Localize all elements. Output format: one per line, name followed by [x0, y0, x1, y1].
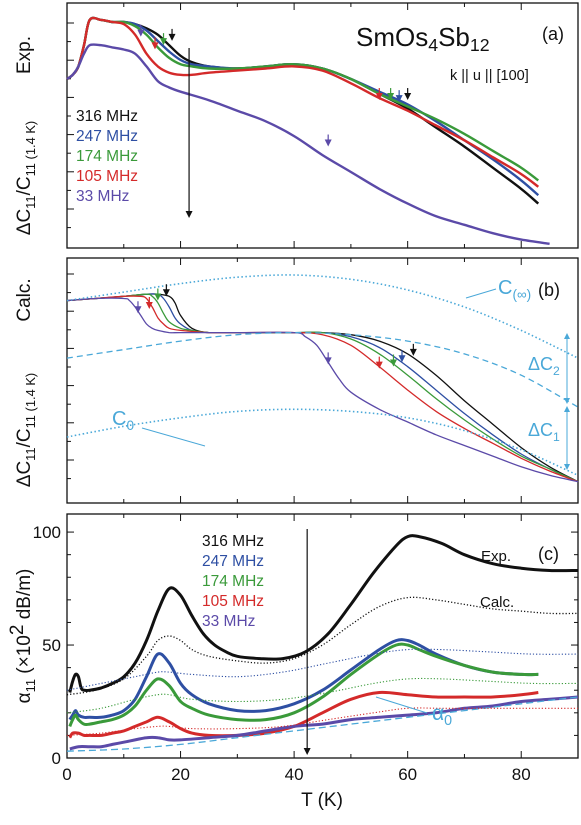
- y-axis-label: ΔC11/C11 (1.4 K): [14, 373, 38, 487]
- series-line: [66, 274, 579, 359]
- calc-curve: [66, 648, 579, 691]
- panel-a: SmOs4Sb12 (a) k || u || [100] 316 MHz 247 MH…: [14, 2, 579, 249]
- marker-arrow-head: [162, 289, 170, 297]
- series-line: [66, 331, 579, 408]
- marker-arrow-head: [404, 93, 412, 101]
- marker-arrow-head: [409, 348, 417, 356]
- x-tick-label: 0: [62, 765, 71, 784]
- legend-entry: 316 MHz: [202, 533, 264, 550]
- chart-title: SmOs4Sb12: [356, 22, 490, 55]
- marker-arrow-head: [387, 93, 395, 101]
- leader-line: [375, 696, 428, 714]
- panel-b-frame: [66, 257, 579, 504]
- y-tick-label: 50: [42, 636, 61, 655]
- series-line: [66, 696, 579, 752]
- x-tick-label: 20: [171, 765, 190, 784]
- leader-line: [465, 288, 497, 299]
- panel-label: (a): [542, 24, 564, 44]
- marker-arrow-head: [154, 293, 162, 301]
- range-arrow-head: [564, 398, 570, 404]
- series-line: [66, 596, 579, 696]
- panel-b: (b) C(∞) C0 ΔC2 ΔC1 Calc. ΔC11/C11 (1.4 K): [14, 257, 579, 504]
- x-tick-label: 40: [285, 765, 304, 784]
- marker-arrow-head: [375, 361, 383, 369]
- legend-entry: 105 MHz: [76, 168, 138, 185]
- side-label: Exp.: [14, 36, 35, 74]
- x-tick-label: 80: [512, 765, 531, 784]
- series-line: [66, 408, 579, 477]
- annotation-dc2: ΔC2: [528, 354, 560, 378]
- y-tick-label: 0: [52, 749, 61, 768]
- legend-entry: 33 MHz: [76, 188, 129, 205]
- panel-label: (c): [538, 544, 559, 564]
- legend-entry: 174 MHz: [76, 148, 138, 165]
- panel-label: (b): [538, 280, 560, 300]
- series-line: [66, 297, 579, 483]
- marker-arrow-head: [324, 357, 332, 365]
- series-line: [68, 534, 579, 693]
- legend-entry: 247 MHz: [76, 128, 138, 145]
- calc-curve: [66, 677, 579, 714]
- y-axis-label: α11 (×102 dB/m): [7, 569, 38, 704]
- panel-c: 0 20 40 60 80 0 50 100 (c) 316 MHz 247 MHz 174 MHz 1…: [7, 513, 579, 811]
- series-line: [66, 16, 540, 188]
- marker-arrow-head: [160, 38, 168, 46]
- range-arrow-head: [564, 333, 570, 339]
- series-line: [66, 293, 579, 483]
- annotation-c-inf: C(∞): [498, 277, 531, 302]
- annotation-dc1: ΔC1: [528, 420, 560, 444]
- legend-entry: 247 MHz: [202, 553, 264, 570]
- panel-a-frame: [66, 2, 579, 249]
- y-tick-label: 100: [33, 523, 61, 542]
- marker-arrow-head: [137, 29, 145, 37]
- legend-entry: 105 MHz: [202, 593, 264, 610]
- series-line: [66, 293, 579, 483]
- marker-arrow-head: [168, 33, 176, 41]
- legend-entry: 174 MHz: [202, 573, 264, 590]
- marker-arrow-head: [398, 355, 406, 363]
- annotation-calc: Calc.: [480, 594, 514, 611]
- range-arrow-head: [564, 406, 570, 412]
- marker-arrow-head: [375, 93, 383, 101]
- series-line: [66, 293, 579, 483]
- series-line: [66, 43, 550, 245]
- marker-arrow-head: [395, 95, 403, 103]
- marker-arrow-head: [324, 139, 332, 147]
- leader-line: [141, 427, 206, 447]
- series-line: [68, 690, 539, 739]
- frequency-arrow-head: [303, 748, 311, 755]
- series-line: [69, 695, 579, 751]
- range-arrow-head: [564, 464, 570, 470]
- annotation-c0: C0: [112, 408, 134, 433]
- y-axis-label: ΔC11/C11 (1.4 K): [14, 121, 38, 235]
- annotation-exp: Exp.: [481, 548, 511, 565]
- series-line: [66, 295, 579, 483]
- marker-arrow-head: [151, 42, 159, 50]
- legend-entry: 33 MHz: [202, 613, 255, 630]
- marker-arrow-head: [134, 306, 142, 314]
- x-tick-label: 60: [398, 765, 417, 784]
- marker-arrow-head: [145, 302, 153, 309]
- annotation-alpha0: α0: [432, 702, 452, 729]
- series-line: [68, 642, 539, 727]
- x-axis-label: T (K): [301, 790, 343, 811]
- frequency-arrow-head: [185, 211, 193, 218]
- legend-entry: 316 MHz: [76, 108, 138, 125]
- panel-c-frame: [66, 513, 579, 759]
- condition-label: k || u || [100]: [450, 68, 529, 84]
- side-label: Calc.: [14, 278, 35, 321]
- marker-arrow-head: [389, 359, 397, 367]
